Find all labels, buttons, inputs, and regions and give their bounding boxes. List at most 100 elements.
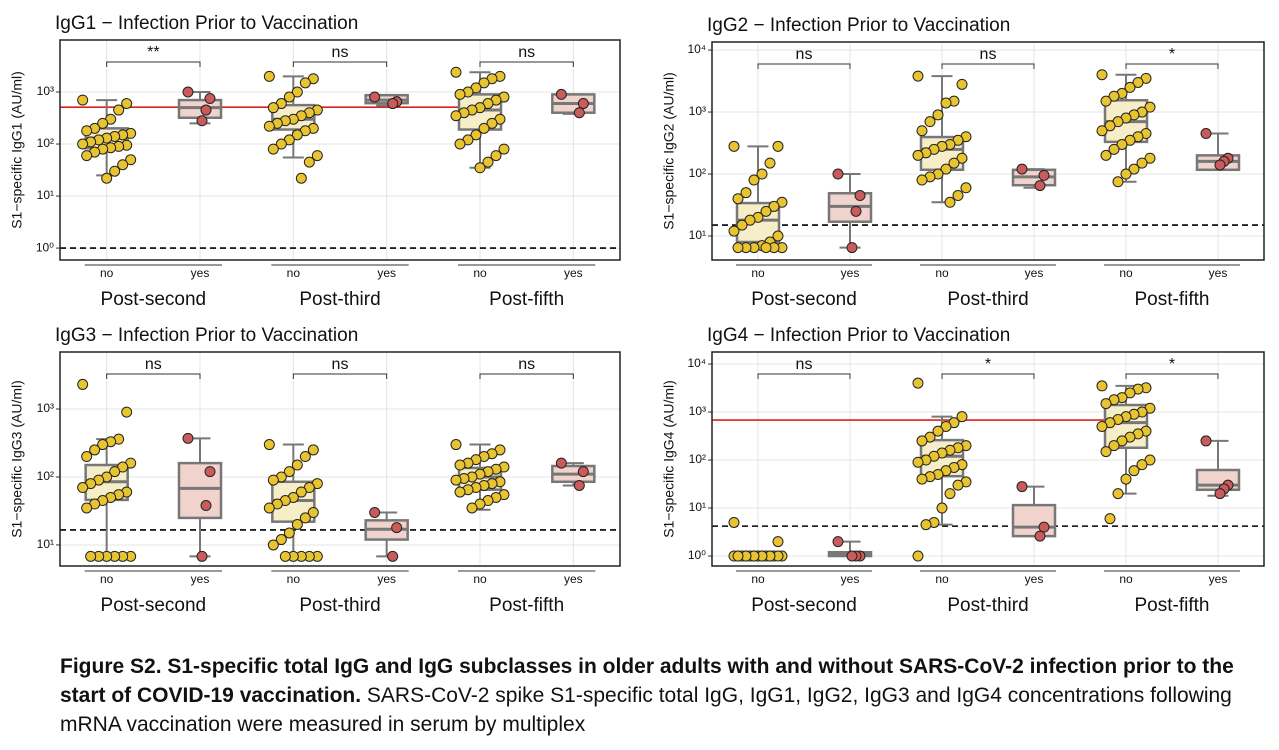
data-point	[936, 502, 948, 514]
data-point	[920, 519, 932, 531]
data-point	[466, 502, 478, 514]
data-point	[573, 479, 585, 491]
sig-label: ns	[980, 46, 997, 63]
data-point	[732, 193, 744, 205]
sig-bracket	[757, 373, 851, 379]
sig-bracket	[1125, 373, 1219, 379]
plot-frame	[711, 351, 1265, 567]
data-point	[490, 150, 502, 162]
data-point	[948, 157, 960, 169]
sig-label: *	[1169, 356, 1175, 373]
data-point	[577, 466, 589, 478]
data-point	[924, 116, 936, 128]
data-point	[182, 432, 194, 444]
data-point	[97, 117, 109, 129]
data-point	[369, 507, 381, 519]
data-point	[263, 439, 275, 451]
y-tick-label: 10¹	[37, 537, 54, 551]
x-tick-label: no	[751, 266, 765, 280]
data-point	[387, 98, 399, 110]
data-point	[555, 457, 567, 469]
data-point	[77, 138, 89, 150]
data-point	[81, 451, 93, 463]
data-point	[1108, 90, 1120, 102]
y-tick-label: 10³	[689, 104, 706, 118]
data-point	[77, 378, 89, 390]
x-tick-label: yes	[191, 266, 210, 280]
data-point	[295, 172, 307, 184]
y-tick-label: 10³	[37, 84, 54, 98]
data-point	[846, 550, 858, 562]
data-point	[81, 502, 93, 514]
group-label: Post-third	[947, 595, 1028, 616]
x-tick-label: no	[287, 266, 301, 280]
data-point	[1096, 125, 1108, 137]
plot-bg	[60, 352, 620, 566]
x-tick-label: yes	[841, 266, 860, 280]
data-point	[89, 444, 101, 456]
caption-text: SARS-CoV-2 spike S1-specific total IgG, …	[60, 684, 1232, 736]
data-point	[1214, 488, 1226, 500]
group-label: Post-third	[299, 289, 380, 310]
data-point	[291, 129, 303, 141]
data-point	[454, 88, 466, 100]
data-point	[772, 140, 784, 152]
x-tick-label: yes	[377, 266, 396, 280]
data-point	[113, 104, 125, 116]
figure: IgG1 − Infection Prior to Vaccination S1−…	[9, 13, 1265, 616]
box	[1011, 503, 1057, 538]
data-point	[299, 451, 311, 463]
data-point	[916, 125, 928, 137]
data-point	[498, 143, 510, 155]
data-point	[916, 473, 928, 485]
x-tick-label: no	[287, 572, 301, 586]
data-point	[1200, 128, 1212, 140]
y-tick-label: 10³	[689, 404, 706, 418]
data-point	[200, 104, 212, 116]
sig-label: ns	[332, 356, 349, 373]
data-point	[850, 205, 862, 217]
sig-label: ns	[332, 44, 349, 61]
data-point	[1214, 159, 1226, 171]
data-point	[1034, 530, 1046, 542]
data-point	[1116, 435, 1128, 447]
data-point	[956, 152, 968, 164]
x-tick-label: no	[1119, 266, 1133, 280]
x-tick-label: yes	[377, 572, 396, 586]
y-tick-label: 10²	[37, 136, 54, 150]
sig-label: ns	[518, 356, 535, 373]
data-point	[1038, 169, 1050, 181]
data-point	[125, 154, 137, 166]
x-tick-label: no	[100, 572, 114, 586]
sig-label: ns	[518, 44, 535, 61]
data-point	[196, 115, 208, 127]
data-point	[454, 486, 466, 498]
data-point	[391, 522, 403, 534]
y-tick-label: 10²	[37, 469, 54, 483]
data-point	[956, 411, 968, 423]
data-point	[952, 479, 964, 491]
data-point	[303, 156, 315, 168]
data-point	[846, 242, 858, 254]
data-point	[1016, 163, 1028, 175]
y-axis-label: S1−specific IgG1 (AU/ml)	[9, 71, 25, 229]
data-point	[263, 120, 275, 132]
data-point	[474, 162, 486, 174]
plot-bg	[60, 40, 620, 260]
data-point	[916, 174, 928, 186]
plot-frame	[59, 351, 621, 567]
x-tick-label: no	[751, 572, 765, 586]
group-label: Post-second	[101, 289, 207, 310]
data-point	[854, 190, 866, 202]
sig-label: **	[147, 44, 159, 61]
data-point	[109, 165, 121, 177]
group-label: Post-second	[751, 595, 857, 616]
data-point	[1144, 101, 1156, 113]
y-tick-label: 10⁰	[36, 240, 54, 254]
y-axis-label: S1−specific IgG4 (AU/ml)	[661, 380, 677, 538]
data-point	[912, 377, 924, 389]
data-point	[291, 518, 303, 530]
sig-bracket	[941, 63, 1035, 69]
panel-title: IgG4 − Infection Prior to Vaccination	[707, 325, 1010, 346]
